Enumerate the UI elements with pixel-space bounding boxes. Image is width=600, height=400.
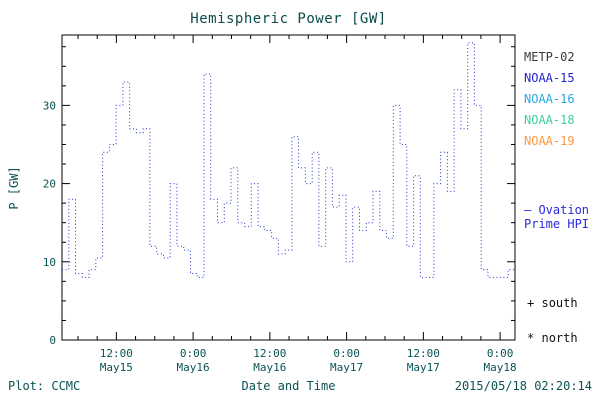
legend-item-noaa-16: NOAA-16 [524, 92, 575, 106]
y-tick-label: 20 [43, 178, 56, 191]
north-label: north [541, 331, 578, 345]
x-tick-date: May15 [100, 361, 133, 374]
y-tick-label: 30 [43, 99, 56, 112]
x-tick-time: 12:00 [407, 347, 440, 360]
axis-frame [61, 34, 516, 341]
x-tick-time: 12:00 [100, 347, 133, 360]
y-tick-label: 10 [43, 256, 56, 269]
plus-marker-icon: + [527, 296, 535, 310]
x-tick-time: 0:00 [333, 347, 360, 360]
hpi-step-series [62, 42, 515, 278]
timestamp: 2015/05/18 02:20:14 [454, 379, 592, 393]
legend-item-noaa-18: NOAA-18 [524, 113, 575, 127]
plot-credit: Plot: CCMC [8, 379, 81, 393]
legend-item-noaa-15: NOAA-15 [524, 71, 575, 85]
x-tick-date: May18 [484, 361, 517, 374]
x-tick-date: May17 [330, 361, 363, 374]
legend-ovation-prime-hpi: — Ovation Prime HPI [524, 203, 589, 231]
chart-title: Hemispheric Power [GW] [190, 11, 387, 27]
legend-item-metp-02: METP-02 [524, 50, 575, 64]
ovation-line1: — Ovation [524, 203, 590, 217]
x-tick-date: May17 [407, 361, 440, 374]
x-tick-time: 0:00 [487, 347, 514, 360]
x-tick-date: May16 [177, 361, 210, 374]
legend-marker-south: + south [527, 296, 578, 310]
south-label: south [541, 296, 578, 310]
asterisk-marker-icon: * [527, 331, 535, 345]
x-tick-date: May16 [253, 361, 286, 374]
x-tick-time: 12:00 [253, 347, 286, 360]
legend-marker-north: * north [527, 331, 578, 345]
x-tick-time: 0:00 [180, 347, 207, 360]
x-axis-label: Date and Time [241, 379, 336, 393]
legend-item-noaa-19: NOAA-19 [524, 134, 575, 148]
ovation-line2: Prime HPI [524, 217, 590, 231]
legend-satellites: METP-02 NOAA-15 NOAA-16 NOAA-18 NOAA-19 [524, 50, 575, 155]
y-tick-label: 0 [49, 334, 56, 347]
